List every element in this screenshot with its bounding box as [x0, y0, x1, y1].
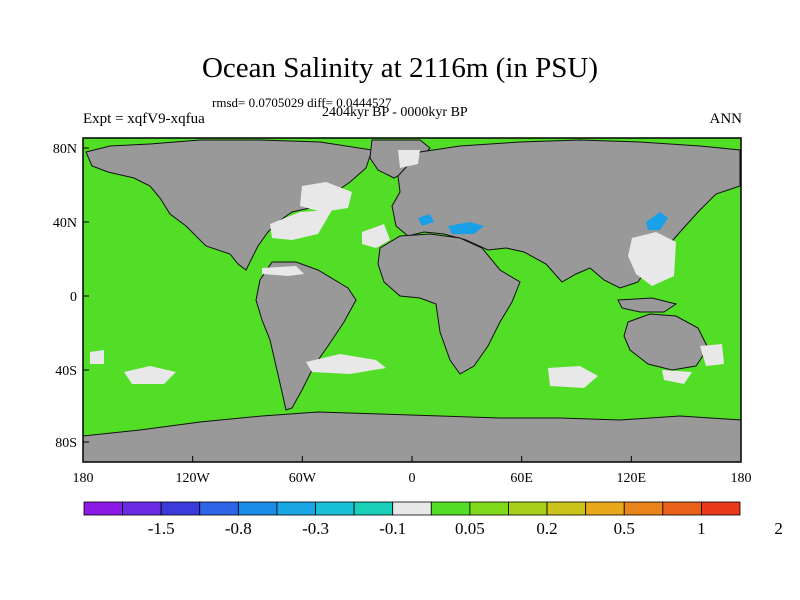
land-indonesia — [617, 297, 678, 313]
lon-tick-label: 0 — [409, 471, 416, 486]
longitude-axis: 180 120W 60W 0 60E 120E 180 — [73, 456, 752, 486]
lon-tick-label: 60E — [510, 471, 533, 486]
colorbar-box — [392, 501, 432, 516]
colorbar-box — [160, 501, 201, 516]
patch-sw-pacific — [700, 344, 724, 366]
lat-tick-label: 40N — [53, 216, 77, 231]
patch-south-pacific — [124, 366, 176, 384]
negative-patches — [418, 212, 668, 234]
patch-iberia — [362, 224, 390, 248]
latitude-axis: 80N 40N 0 40S 80S — [53, 142, 89, 451]
patch-caribbean — [262, 266, 304, 276]
patch-east-pacific-south — [90, 350, 104, 364]
patch-west-pacific — [628, 232, 676, 286]
season-label: ANN — [709, 111, 743, 127]
lon-tick-label: 120W — [176, 471, 211, 486]
lat-tick-label: 80S — [55, 436, 77, 451]
lon-tick-label: 180 — [73, 471, 94, 486]
colorbar-box — [508, 501, 548, 516]
colorbar-box — [701, 501, 741, 516]
colorbar-label: 0.05 — [455, 519, 485, 538]
patch-mediterranean-east — [448, 222, 484, 234]
patch-japan-sea — [646, 212, 668, 230]
patch-indian-south — [548, 366, 598, 388]
lat-tick-label: 80N — [53, 142, 77, 157]
colorbar-label: 0.5 — [614, 519, 635, 538]
colorbar-labels: -1.5 -0.8 -0.3 -0.1 0.05 0.2 0.5 1 2 — [148, 519, 783, 538]
colorbar-box — [623, 501, 664, 516]
patch-mediterranean-west — [418, 214, 434, 226]
patch-australia-south — [662, 370, 692, 384]
lon-tick-label: 120E — [617, 471, 647, 486]
colorbar-label: -0.8 — [225, 519, 252, 538]
colorbar-box — [237, 501, 278, 516]
colorbar-label: 2 — [774, 519, 783, 538]
colorbar-box — [430, 501, 471, 516]
colorbar-box — [315, 501, 355, 516]
lon-tick-label: 60W — [289, 471, 317, 486]
patch-north-atlantic — [300, 182, 352, 212]
colorbar-label: -1.5 — [148, 519, 175, 538]
lat-tick-label: 40S — [55, 364, 77, 379]
colorbar-box — [585, 501, 625, 516]
colorbar-box — [276, 501, 316, 516]
colorbar-label: -0.3 — [302, 519, 329, 538]
patch-gulf-stream — [270, 210, 332, 240]
colorbar-box — [122, 501, 162, 516]
lon-tick-label: 180 — [731, 471, 752, 486]
land-north-america — [85, 139, 373, 271]
colorbar-label: -0.1 — [379, 519, 406, 538]
patch-arctic — [398, 150, 420, 168]
colorbar-box — [353, 501, 394, 516]
colorbar-boxes — [83, 501, 741, 516]
colorbar-box — [469, 501, 509, 516]
patch-south-atlantic — [306, 354, 386, 374]
land-africa — [377, 233, 521, 375]
colorbar-box — [662, 501, 702, 516]
colorbar-box — [83, 501, 123, 516]
land-south-america — [255, 261, 357, 411]
near-zero-patches — [90, 150, 724, 388]
colorbar-label: 1 — [697, 519, 706, 538]
period-text: 2404kyr BP - 0000kyr BP — [322, 105, 468, 120]
colorbar-label: 0.2 — [536, 519, 557, 538]
colorbar-box — [199, 501, 239, 516]
colorbar-box — [546, 501, 587, 516]
experiment-label: Expt = xqfV9-xqfua — [83, 111, 205, 127]
rmsd-diff-text: rmsd= 0.0705029 diff= 0.0444527 — [212, 95, 392, 110]
lat-tick-label: 0 — [70, 290, 77, 305]
plot-title: Ocean Salinity at 2116m (in PSU) — [201, 52, 599, 84]
land-australia — [623, 313, 709, 371]
